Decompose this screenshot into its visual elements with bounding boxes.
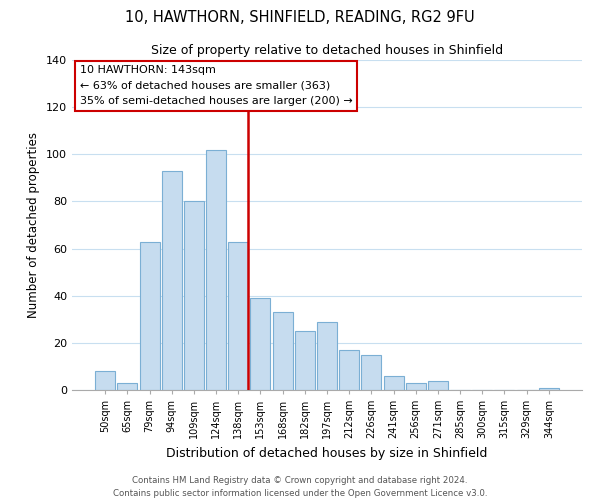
Bar (162, 171, 182, 390)
Bar (140, 242, 160, 390)
Text: 10, HAWTHORN, SHINFIELD, READING, RG2 9FU: 10, HAWTHORN, SHINFIELD, READING, RG2 9F… (125, 10, 475, 25)
Bar (539, 388, 559, 390)
Y-axis label: Number of detached properties: Number of detached properties (28, 132, 40, 318)
Bar (228, 242, 248, 390)
Bar (250, 298, 271, 390)
Bar (272, 312, 293, 390)
Title: Size of property relative to detached houses in Shinfield: Size of property relative to detached ho… (151, 44, 503, 58)
Bar (95, 371, 115, 390)
X-axis label: Distribution of detached houses by size in Shinfield: Distribution of detached houses by size … (166, 446, 488, 460)
Bar (118, 383, 137, 390)
Bar (428, 380, 448, 390)
Text: 10 HAWTHORN: 143sqm
← 63% of detached houses are smaller (363)
35% of semi-detac: 10 HAWTHORN: 143sqm ← 63% of detached ho… (80, 65, 352, 106)
Bar (317, 322, 337, 390)
Text: Contains HM Land Registry data © Crown copyright and database right 2024.
Contai: Contains HM Land Registry data © Crown c… (113, 476, 487, 498)
Bar (295, 331, 315, 390)
Bar (339, 350, 359, 390)
Bar (206, 150, 226, 390)
Bar (361, 354, 382, 390)
Bar (383, 376, 404, 390)
Bar (406, 383, 426, 390)
Bar (184, 202, 204, 390)
